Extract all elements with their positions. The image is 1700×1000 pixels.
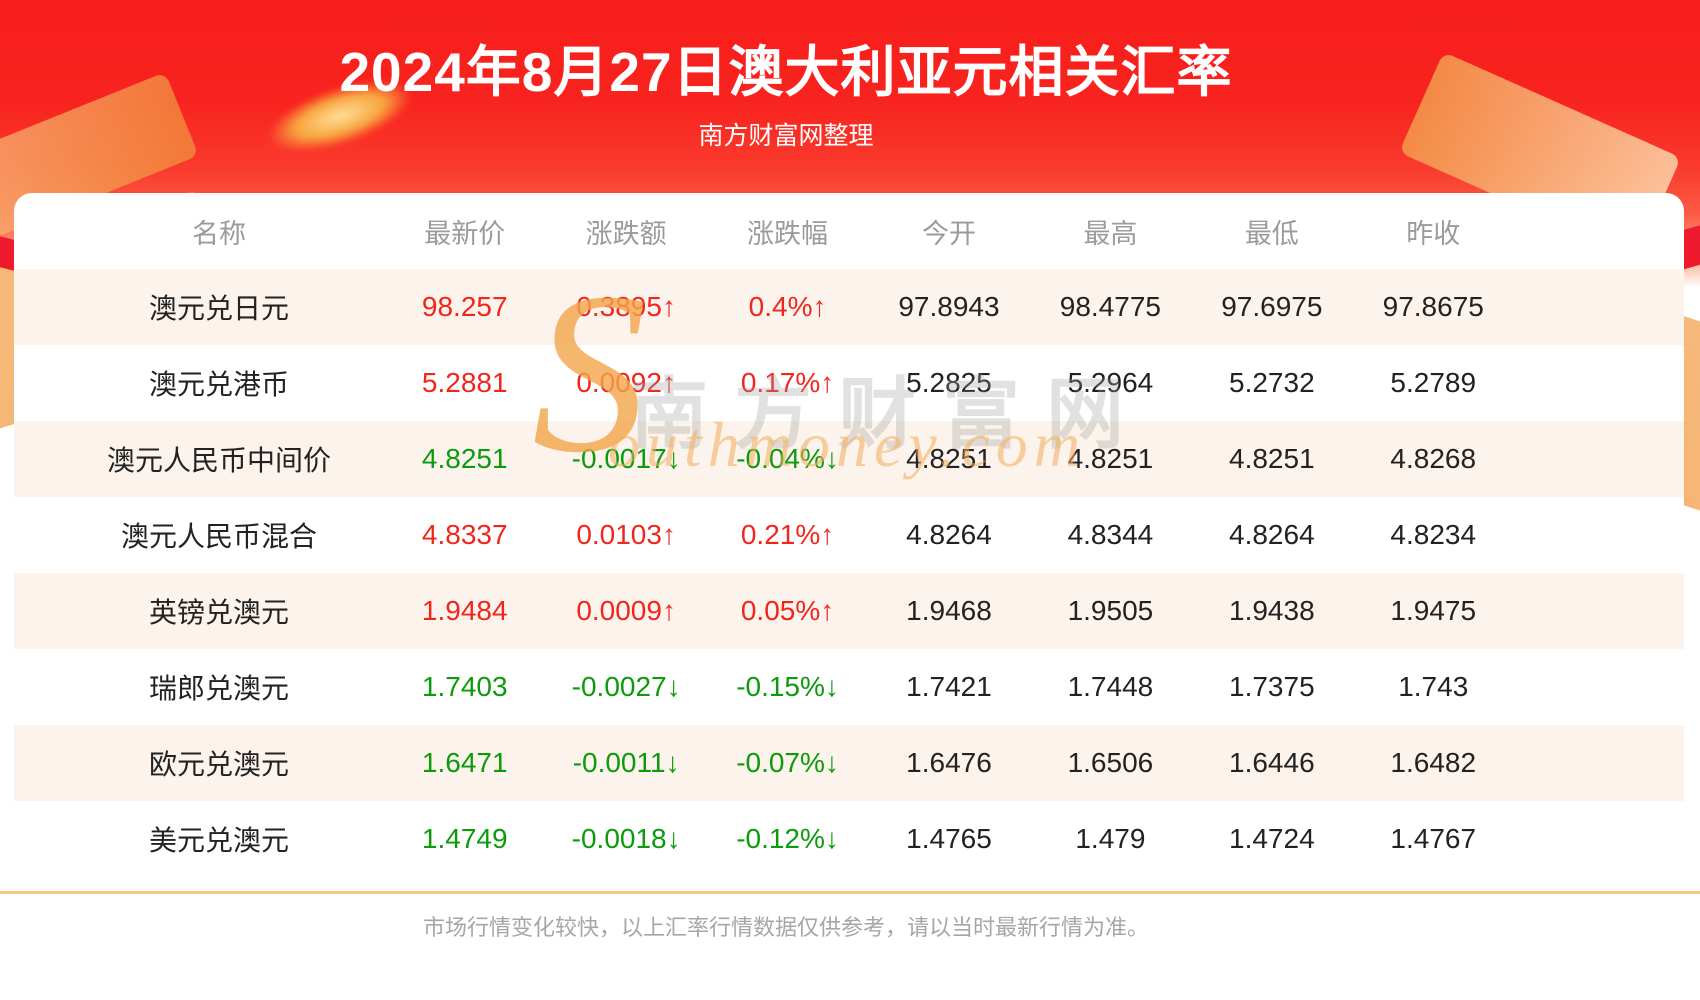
cell-prev-close: 1.9475 bbox=[1390, 595, 1477, 626]
cell-name: 瑞郎兑澳元 bbox=[148, 673, 289, 704]
rates-table-card: 名称 最新价 涨跌额 涨跌幅 今开 最高 最低 昨收 澳元兑日元 98.257 … bbox=[14, 193, 1684, 877]
cell-last-price: 98.257 bbox=[421, 291, 508, 322]
cell-high: 1.7448 bbox=[1067, 671, 1154, 702]
table-row: 瑞郎兑澳元 1.7403 -0.0027↓ -0.15%↓ 1.7421 1.7… bbox=[14, 649, 1684, 725]
cell-prev-close: 97.8675 bbox=[1382, 291, 1484, 322]
table-header-row: 名称 最新价 涨跌额 涨跌幅 今开 最高 最低 昨收 bbox=[14, 193, 1684, 269]
cell-change-percent: 0.05%↑ bbox=[740, 595, 835, 626]
cell-low: 1.6446 bbox=[1229, 747, 1315, 778]
cell-name: 英镑兑澳元 bbox=[148, 597, 289, 628]
table-row: 美元兑澳元 1.4749 -0.0018↓ -0.12%↓ 1.4765 1.4… bbox=[14, 801, 1684, 877]
table-body: 澳元兑日元 98.257 0.3895↑ 0.4%↑ 97.8943 98.47… bbox=[14, 269, 1684, 877]
cell-low: 1.7375 bbox=[1229, 671, 1315, 702]
cell-change-amount: 0.0009↑ bbox=[576, 595, 676, 626]
cell-change-amount: 0.0092↑ bbox=[576, 367, 676, 398]
cell-change-percent: -0.07%↓ bbox=[736, 747, 839, 778]
cell-change-amount: -0.0011↓ bbox=[572, 747, 680, 778]
cell-open: 1.9468 bbox=[906, 595, 992, 626]
cell-prev-close: 1.4767 bbox=[1390, 823, 1477, 854]
cell-open: 97.8943 bbox=[898, 291, 1000, 322]
cell-high: 1.6506 bbox=[1067, 747, 1154, 778]
cell-low: 4.8264 bbox=[1229, 519, 1315, 550]
cell-open: 1.7421 bbox=[906, 671, 992, 702]
cell-name: 澳元兑日元 bbox=[148, 293, 289, 324]
column-header-open: 今开 bbox=[921, 218, 976, 249]
table-row: 澳元人民币中间价 4.8251 -0.0017↓ -0.04%↓ 4.8251 … bbox=[14, 421, 1684, 497]
cell-change-percent: -0.12%↓ bbox=[736, 823, 839, 854]
cell-prev-close: 4.8234 bbox=[1390, 519, 1477, 550]
cell-open: 4.8251 bbox=[906, 443, 992, 474]
footer-divider-line bbox=[0, 891, 1700, 894]
cell-low: 1.9438 bbox=[1229, 595, 1315, 626]
column-header-change: 涨跌额 bbox=[585, 218, 667, 249]
table-row: 澳元人民币混合 4.8337 0.0103↑ 0.21%↑ 4.8264 4.8… bbox=[14, 497, 1684, 573]
cell-name: 澳元人民币中间价 bbox=[106, 445, 331, 476]
table-row: 澳元兑港币 5.2881 0.0092↑ 0.17%↑ 5.2825 5.296… bbox=[14, 345, 1684, 421]
cell-low: 5.2732 bbox=[1229, 367, 1315, 398]
cell-change-percent: 0.21%↑ bbox=[740, 519, 835, 550]
cell-open: 4.8264 bbox=[906, 519, 992, 550]
cell-open: 5.2825 bbox=[906, 367, 992, 398]
cell-name: 澳元人民币混合 bbox=[120, 521, 317, 552]
cell-last-price: 4.8251 bbox=[421, 443, 508, 474]
cell-change-percent: -0.15%↓ bbox=[736, 671, 839, 702]
table-row: 澳元兑日元 98.257 0.3895↑ 0.4%↑ 97.8943 98.47… bbox=[14, 269, 1684, 345]
table-row: 欧元兑澳元 1.6471 -0.0011↓ -0.07%↓ 1.6476 1.6… bbox=[14, 725, 1684, 801]
cell-prev-close: 1.743 bbox=[1398, 671, 1469, 702]
cell-change-percent: 0.4%↑ bbox=[748, 291, 827, 322]
cell-change-amount: 0.3895↑ bbox=[576, 291, 676, 322]
page-subtitle: 南方财富网整理 bbox=[698, 122, 874, 150]
cell-last-price: 1.6471 bbox=[421, 747, 508, 778]
cell-name: 美元兑澳元 bbox=[148, 825, 289, 856]
cell-open: 1.4765 bbox=[906, 823, 992, 854]
cell-low: 97.6975 bbox=[1221, 291, 1323, 322]
cell-change-amount: 0.0103↑ bbox=[576, 519, 676, 550]
column-header-last: 最新价 bbox=[424, 218, 506, 249]
cell-low: 1.4724 bbox=[1229, 823, 1315, 854]
cell-prev-close: 1.6482 bbox=[1390, 747, 1477, 778]
cell-change-percent: 0.17%↑ bbox=[740, 367, 835, 398]
cell-change-amount: -0.0027↓ bbox=[571, 671, 681, 702]
cell-last-price: 1.9484 bbox=[421, 595, 508, 626]
cell-high: 1.9505 bbox=[1067, 595, 1154, 626]
cell-change-amount: -0.0017↓ bbox=[571, 443, 681, 474]
column-header-pct: 涨跌幅 bbox=[747, 218, 829, 249]
cell-name: 澳元兑港币 bbox=[148, 369, 289, 400]
cell-low: 4.8251 bbox=[1229, 443, 1315, 474]
column-header-high: 最高 bbox=[1083, 218, 1138, 249]
cell-last-price: 4.8337 bbox=[421, 519, 508, 550]
cell-change-amount: -0.0018↓ bbox=[571, 823, 681, 854]
cell-high: 4.8251 bbox=[1067, 443, 1154, 474]
cell-prev-close: 5.2789 bbox=[1390, 367, 1477, 398]
cell-high: 98.4775 bbox=[1059, 291, 1161, 322]
cell-high: 4.8344 bbox=[1067, 519, 1154, 550]
table-row: 英镑兑澳元 1.9484 0.0009↑ 0.05%↑ 1.9468 1.950… bbox=[14, 573, 1684, 649]
cell-change-percent: -0.04%↓ bbox=[736, 443, 839, 474]
cell-last-price: 5.2881 bbox=[421, 367, 508, 398]
cell-last-price: 1.7403 bbox=[421, 671, 508, 702]
page-title: 2024年8月27日澳大利亚元相关汇率 bbox=[339, 41, 1233, 103]
cell-open: 1.6476 bbox=[906, 747, 992, 778]
cell-name: 欧元兑澳元 bbox=[148, 749, 289, 780]
cell-prev-close: 4.8268 bbox=[1390, 443, 1477, 474]
footer-disclaimer: 市场行情变化较快，以上汇率行情数据仅供参考，请以当时最新行情为准。 bbox=[422, 915, 1149, 940]
column-header-name: 名称 bbox=[192, 218, 246, 249]
column-header-low: 最低 bbox=[1244, 218, 1299, 249]
cell-high: 1.479 bbox=[1075, 823, 1146, 854]
cell-last-price: 1.4749 bbox=[421, 823, 508, 854]
cell-high: 5.2964 bbox=[1067, 367, 1154, 398]
column-header-prev: 昨收 bbox=[1406, 218, 1461, 249]
